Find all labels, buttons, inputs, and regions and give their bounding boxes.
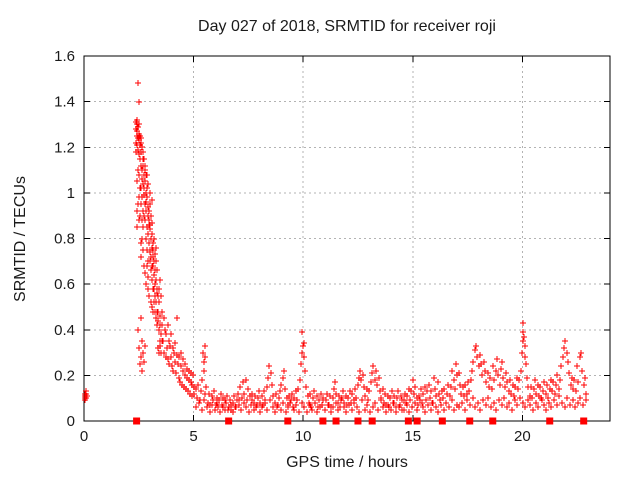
axis-ticks: [83, 55, 610, 422]
y-axis-label: SRMTID / TECUs: [12, 176, 29, 302]
zero-flag-square: [319, 417, 327, 425]
x-axis-label: GPS time / hours: [286, 454, 408, 471]
zero-flag-square: [546, 417, 554, 425]
zero-flag-square: [332, 417, 340, 425]
zero-flag-square: [438, 417, 446, 425]
y-tick-label: 1.4: [54, 94, 75, 111]
y-tick-label: 1.6: [54, 48, 75, 65]
x-tick-label: 10: [295, 428, 312, 445]
zero-flag-markers: [133, 417, 588, 425]
y-tick-label: 0.2: [54, 367, 75, 384]
zero-flag-square: [489, 417, 497, 425]
plot-border: [83, 55, 611, 422]
y-tick-label: 0: [67, 413, 75, 430]
plot-frame: [83, 55, 611, 422]
y-tick-label: 1.2: [54, 139, 75, 156]
x-tick-label: 20: [514, 428, 531, 445]
grid-lines: [84, 56, 610, 421]
zero-flag-square: [133, 417, 141, 425]
chart-title: Day 027 of 2018, SRMTID for receiver roj…: [198, 18, 496, 35]
x-tick-label: 5: [189, 428, 197, 445]
zero-flag-square: [368, 417, 376, 425]
y-tick-label: 0.8: [54, 231, 75, 248]
zero-flag-square: [354, 417, 362, 425]
srmtid-plus-markers: [82, 80, 589, 415]
zero-flag-square: [580, 417, 588, 425]
zero-flag-square: [225, 417, 233, 425]
y-tick-label: 1: [67, 185, 75, 202]
x-tick-label: 0: [80, 428, 88, 445]
data-points: [82, 80, 589, 415]
zero-flag-square: [413, 417, 421, 425]
x-tick-label: 15: [404, 428, 421, 445]
y-tick-label: 0.4: [54, 322, 75, 339]
zero-flag-square: [466, 417, 474, 425]
tick-labels: 0 5 10 15 20 0 0.2 0.4 0.6 0.8 1 1.2 1.4 1.6: [54, 48, 531, 445]
zero-flag-square: [284, 417, 292, 425]
y-tick-label: 0.6: [54, 276, 75, 293]
zero-flag-square: [404, 417, 412, 425]
